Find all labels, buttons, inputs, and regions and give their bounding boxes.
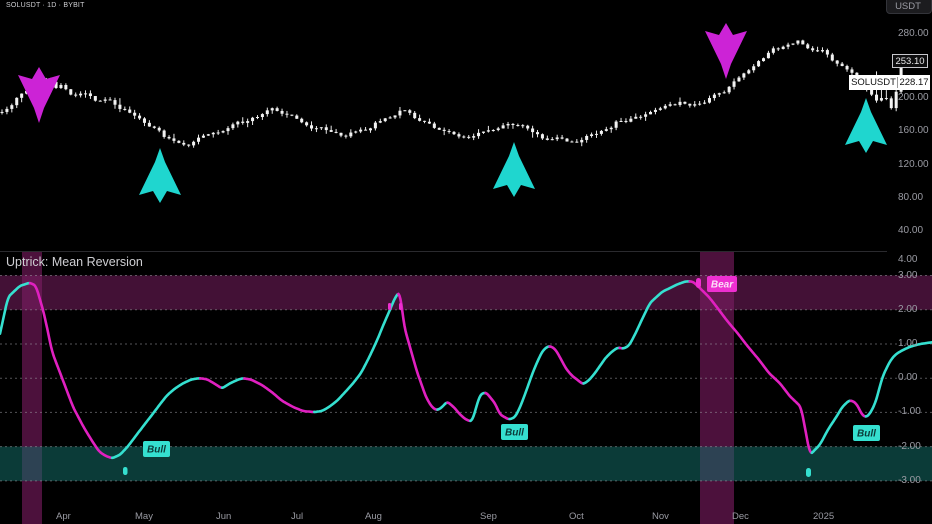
svg-text:Bear: Bear: [711, 280, 734, 291]
svg-text:Bull: Bull: [147, 445, 166, 456]
svg-text:Bull: Bull: [505, 428, 524, 439]
svg-text:Bull: Bull: [857, 429, 876, 440]
